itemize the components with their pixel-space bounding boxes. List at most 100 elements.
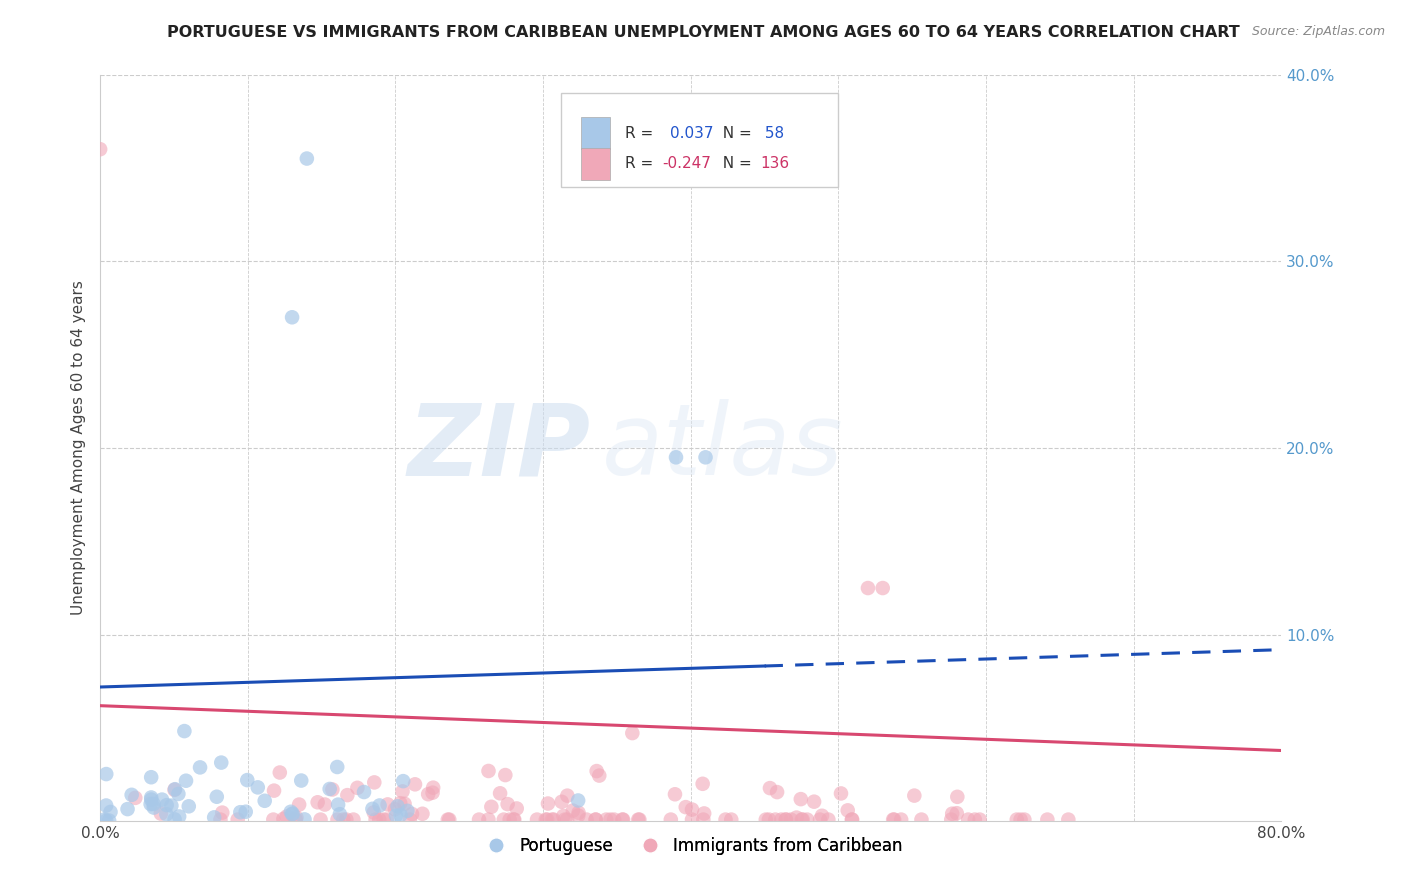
Point xyxy=(803,795,825,809)
Point xyxy=(550,795,572,809)
Point xyxy=(665,450,688,465)
Point xyxy=(945,806,967,821)
Point xyxy=(89,142,111,156)
Point xyxy=(336,788,359,802)
Point xyxy=(281,806,304,821)
Point xyxy=(796,813,818,827)
Point xyxy=(775,813,797,827)
Point xyxy=(167,787,190,801)
Point xyxy=(141,792,163,806)
Point xyxy=(384,802,406,816)
Text: -0.247: -0.247 xyxy=(662,156,711,171)
Point xyxy=(946,789,969,804)
Point xyxy=(492,813,515,827)
Point xyxy=(281,310,304,325)
Point xyxy=(235,805,257,819)
Point xyxy=(790,813,813,827)
Point xyxy=(294,813,316,827)
Text: R =: R = xyxy=(624,156,658,171)
Text: 136: 136 xyxy=(761,156,790,171)
Point xyxy=(541,813,564,827)
Point xyxy=(368,798,391,813)
Point xyxy=(856,581,879,595)
Point xyxy=(149,806,172,821)
Point xyxy=(392,774,415,789)
Point xyxy=(941,806,963,821)
Point xyxy=(346,780,368,795)
Point xyxy=(363,805,385,820)
Point xyxy=(373,813,395,827)
Point xyxy=(309,813,332,827)
Point xyxy=(817,813,839,827)
Text: N =: N = xyxy=(713,126,756,141)
Point xyxy=(314,797,336,812)
Text: PORTUGUESE VS IMMIGRANTS FROM CARIBBEAN UNEMPLOYMENT AMONG AGES 60 TO 64 YEARS C: PORTUGUESE VS IMMIGRANTS FROM CARIBBEAN … xyxy=(167,25,1239,40)
Point xyxy=(209,813,232,827)
Text: 0.037: 0.037 xyxy=(669,126,713,141)
Point xyxy=(526,813,548,827)
Point xyxy=(155,807,177,822)
Point xyxy=(246,780,269,795)
Text: ZIP: ZIP xyxy=(408,400,591,497)
Point xyxy=(537,797,560,811)
Point xyxy=(759,781,782,796)
FancyBboxPatch shape xyxy=(581,148,610,179)
Point xyxy=(555,813,578,827)
Point xyxy=(763,813,786,827)
Point xyxy=(211,805,233,820)
Point xyxy=(273,812,295,826)
Point xyxy=(1036,813,1059,827)
Point xyxy=(1005,813,1028,827)
Point xyxy=(262,813,284,827)
Point xyxy=(329,807,352,822)
Point xyxy=(342,813,364,827)
Point xyxy=(553,809,575,823)
Point xyxy=(568,805,591,820)
Point xyxy=(253,794,276,808)
Point xyxy=(385,808,408,822)
Point xyxy=(841,813,863,827)
FancyBboxPatch shape xyxy=(561,93,838,186)
Point xyxy=(396,804,419,818)
Point xyxy=(202,810,225,824)
Text: 58: 58 xyxy=(761,126,785,141)
Point xyxy=(692,777,714,791)
Point xyxy=(364,813,387,827)
Point xyxy=(142,797,165,811)
Text: atlas: atlas xyxy=(602,400,844,497)
Point xyxy=(882,813,904,827)
Point xyxy=(837,803,859,817)
Point xyxy=(766,785,789,799)
Point xyxy=(326,813,349,827)
Point xyxy=(841,813,863,827)
Text: N =: N = xyxy=(713,156,756,171)
Point xyxy=(496,797,519,811)
Point xyxy=(98,814,121,828)
Point xyxy=(263,783,285,797)
Point xyxy=(502,813,524,827)
Point xyxy=(621,726,644,740)
Point xyxy=(174,773,197,788)
Text: R =: R = xyxy=(624,126,662,141)
Point xyxy=(664,787,686,801)
Point xyxy=(1010,813,1032,827)
Point xyxy=(401,807,423,822)
Point xyxy=(494,768,516,782)
Point xyxy=(163,782,186,797)
Point xyxy=(585,813,607,827)
Point xyxy=(561,804,583,818)
Point xyxy=(567,808,589,822)
Point xyxy=(468,813,491,827)
Point xyxy=(1057,813,1080,827)
Point xyxy=(276,809,298,823)
Point xyxy=(318,781,340,796)
Point xyxy=(295,152,318,166)
Point xyxy=(332,813,354,827)
Point xyxy=(361,802,384,816)
Point xyxy=(209,756,232,770)
Point xyxy=(536,813,558,827)
Point xyxy=(226,813,249,827)
Point xyxy=(236,773,259,788)
Point xyxy=(124,790,146,805)
Point xyxy=(117,802,139,816)
